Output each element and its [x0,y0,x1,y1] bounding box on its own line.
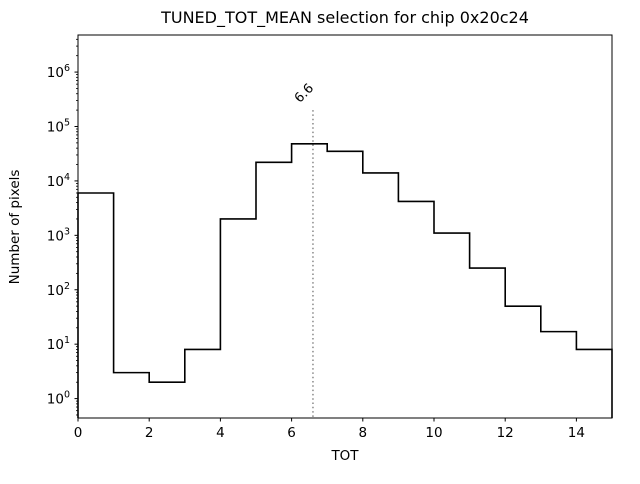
chart-title: TUNED_TOT_MEAN selection for chip 0x20c2… [160,8,529,28]
x-tick-label: 0 [74,425,83,441]
x-tick-label: 12 [497,425,514,441]
threshold-label: 6.6 [292,81,317,106]
plot-area: 6.6 0 2 4 6 8 10 12 14 100 101 102 103 104 105 106 [47,34,613,441]
y-tick-label: 105 [47,117,70,135]
y-axis-label: Number of pixels [7,170,23,285]
x-axis-label: TOT [330,448,359,464]
y-tick-label: 103 [47,226,70,244]
x-tick-label: 10 [425,425,442,441]
axes-spines [77,34,613,419]
y-tick-label: 106 [47,63,70,81]
x-tick-label: 2 [145,425,154,441]
x-tick-label: 4 [216,425,225,441]
x-tick-label: 6 [287,425,296,441]
y-tick-label: 104 [47,172,70,190]
y-tick-label: 100 [47,390,70,408]
histogram-step-line [77,143,613,418]
y-tick-label: 102 [47,281,70,299]
x-tick-label: 14 [568,425,585,441]
y-tick-label: 101 [47,335,70,353]
x-tick-label: 8 [359,425,368,441]
